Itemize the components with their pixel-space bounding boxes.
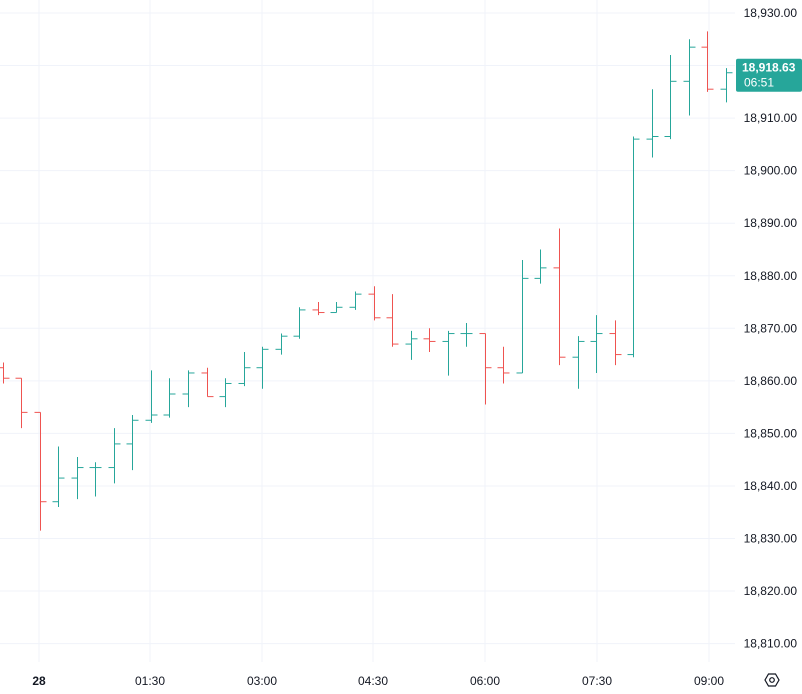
y-tick-label: 18,860.00 bbox=[744, 374, 798, 388]
y-tick-label: 18,830.00 bbox=[744, 532, 798, 546]
ohlc-bar bbox=[497, 346, 510, 384]
ohlc-bar bbox=[71, 457, 84, 500]
last-price-badge-bg bbox=[736, 58, 802, 92]
x-tick-label: 01:30 bbox=[135, 674, 165, 688]
ohlc-bar bbox=[553, 228, 566, 366]
ohlc-bar bbox=[479, 333, 492, 405]
ohlc-bar bbox=[423, 328, 436, 352]
ohlc-bar bbox=[0, 362, 10, 384]
ohlc-bar bbox=[108, 428, 121, 484]
price-bars bbox=[0, 31, 733, 531]
y-tick-label: 18,850.00 bbox=[744, 426, 798, 440]
ohlc-bar bbox=[572, 336, 585, 389]
x-tick-label: 03:00 bbox=[247, 674, 277, 688]
bar-countdown-label: 06:51 bbox=[744, 76, 774, 90]
ohlc-bar bbox=[126, 415, 139, 471]
x-tick-label: 07:30 bbox=[582, 674, 612, 688]
ohlc-bar bbox=[720, 68, 733, 103]
ohlc-bar bbox=[238, 351, 251, 387]
grid-lines bbox=[0, 0, 735, 662]
price-axis[interactable]: 18,930.0018,920.0018,910.0018,900.0018,8… bbox=[744, 6, 798, 651]
y-tick-label: 18,880.00 bbox=[744, 269, 798, 283]
y-tick-label: 18,870.00 bbox=[744, 321, 798, 335]
ohlc-bar bbox=[646, 89, 659, 158]
ohlc-bar bbox=[609, 320, 622, 366]
y-tick-label: 18,910.00 bbox=[744, 111, 798, 125]
last-price-badge: 18,918.63 06:51 bbox=[736, 58, 802, 92]
ohlc-bar bbox=[34, 411, 47, 531]
ohlc-bar bbox=[516, 259, 529, 374]
y-tick-label: 18,810.00 bbox=[744, 637, 798, 651]
ohlc-bar bbox=[145, 370, 158, 423]
x-tick-label: 09:00 bbox=[694, 674, 724, 688]
last-price-label: 18,918.63 bbox=[742, 61, 796, 75]
y-tick-label: 18,930.00 bbox=[744, 6, 798, 20]
ohlc-bar bbox=[386, 294, 399, 347]
ohlc-bar bbox=[201, 367, 214, 398]
ohlc-bar bbox=[368, 286, 381, 321]
ohlc-bar bbox=[460, 323, 473, 347]
ohlc-bar bbox=[701, 31, 714, 92]
ohlc-bar bbox=[163, 378, 176, 418]
y-tick-label: 18,840.00 bbox=[744, 479, 798, 493]
x-tick-label: 28 bbox=[32, 674, 46, 688]
ohlc-bar bbox=[89, 462, 102, 497]
ohlc-bar bbox=[330, 302, 343, 314]
settings-icon[interactable] bbox=[764, 673, 780, 687]
ohlc-bar bbox=[312, 302, 325, 316]
ohlc-bar bbox=[590, 315, 603, 373]
ohlc-bar bbox=[256, 346, 269, 389]
ohlc-bar bbox=[182, 370, 195, 408]
ohlc-bar bbox=[293, 307, 306, 339]
x-tick-label: 06:00 bbox=[470, 674, 500, 688]
y-tick-label: 18,820.00 bbox=[744, 584, 798, 598]
ohlc-bar bbox=[275, 333, 288, 355]
ohlc-bar bbox=[534, 249, 547, 284]
ohlc-bar bbox=[664, 55, 677, 140]
ohlc-bar bbox=[15, 377, 28, 429]
ohlc-bar bbox=[405, 330, 418, 360]
ohlc-bar bbox=[349, 291, 362, 310]
time-axis[interactable]: 28 01:30 03:00 04:30 06:00 07:30 09:00 bbox=[32, 674, 724, 688]
ohlc-bar bbox=[219, 378, 232, 408]
x-tick-label: 04:30 bbox=[358, 674, 388, 688]
ohlc-bar bbox=[442, 330, 455, 376]
ohlc-bar bbox=[627, 136, 640, 358]
y-tick-label: 18,890.00 bbox=[744, 216, 798, 230]
y-tick-label: 18,900.00 bbox=[744, 164, 798, 178]
ohlc-bar bbox=[52, 446, 65, 507]
ohlc-bar bbox=[683, 39, 696, 116]
